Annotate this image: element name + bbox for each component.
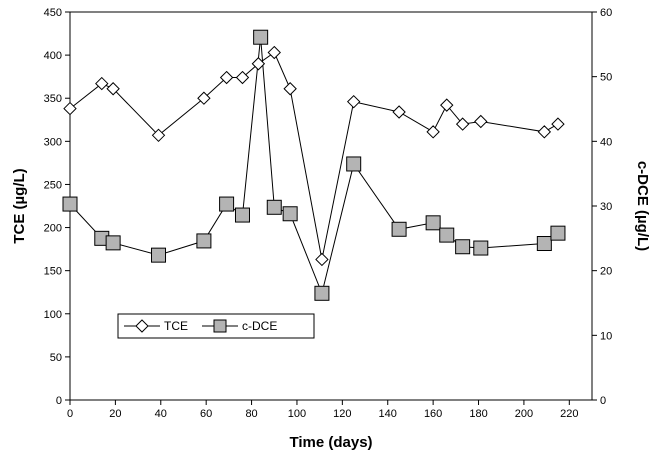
y-left-tick-label: 350 [44, 93, 62, 105]
legend-tce-marker [135, 319, 149, 333]
data-point-cdce [62, 196, 78, 212]
data-point-cdce [346, 156, 362, 172]
y-right-tick-label: 0 [600, 395, 606, 407]
data-point-cdce [425, 215, 441, 231]
data-point-tce [95, 76, 109, 91]
x-tick-label: 0 [67, 408, 73, 420]
data-point-tce [537, 125, 552, 139]
legend-cdce-marker [213, 319, 227, 333]
legend-tce-label: TCE [164, 319, 188, 333]
data-point-tce [474, 114, 488, 129]
y-left-tick-label: 0 [56, 395, 62, 407]
data-point-cdce [455, 239, 471, 255]
y-left-tick-label: 250 [44, 179, 62, 191]
data-point-cdce [473, 240, 489, 256]
data-point-cdce [314, 285, 330, 301]
y-left-tick-label: 300 [44, 136, 62, 148]
x-tick-label: 140 [379, 408, 397, 420]
x-tick-label: 180 [469, 408, 487, 420]
y-left-tick-label: 150 [44, 266, 62, 278]
data-point-tce [315, 252, 329, 267]
data-point-tce [551, 117, 565, 131]
data-point-tce [235, 70, 250, 85]
data-point-tce [63, 101, 77, 116]
data-point-cdce [391, 221, 407, 237]
data-point-tce [455, 117, 470, 131]
x-tick-label: 200 [515, 408, 533, 420]
x-tick-label: 120 [333, 408, 351, 420]
data-point-tce [346, 94, 361, 109]
series-line-tce [69, 51, 559, 260]
data-point-tce [151, 128, 166, 143]
data-point-cdce [219, 196, 235, 212]
y-right-tick-label: 20 [600, 266, 612, 278]
y-axis-right: 0 10 20 30 40 50 60 [592, 7, 612, 407]
plot-area [69, 11, 593, 401]
x-tick-label: 60 [200, 408, 212, 420]
y-right-tick-label: 10 [600, 330, 612, 342]
data-point-tce [267, 45, 281, 60]
data-point-tce [426, 125, 440, 139]
y-axis-left-title: TCE (µg/L) [11, 168, 28, 243]
x-tick-label: 20 [109, 408, 121, 420]
data-point-tce [251, 57, 266, 71]
x-axis: 0 20 40 60 80 100 120 140 160 180 200 220 [67, 400, 578, 420]
y-left-tick-label: 50 [50, 352, 62, 364]
y-axis-right-title: c-DCE (µg/L) [634, 161, 651, 251]
data-point-tce [197, 91, 211, 105]
data-point-cdce [536, 236, 552, 252]
data-point-cdce [266, 199, 282, 215]
data-point-cdce [282, 206, 298, 222]
y-right-tick-label: 60 [600, 7, 612, 19]
data-point-cdce [196, 233, 212, 249]
y-right-tick-label: 40 [600, 136, 612, 148]
y-axis-left: 0 50 100 150 200 250 300 350 400 450 [44, 7, 70, 407]
legend-cdce-label: c-DCE [242, 319, 277, 333]
x-tick-label: 80 [245, 408, 257, 420]
y-left-tick-label: 400 [44, 50, 62, 62]
data-point-cdce [550, 225, 566, 241]
y-left-tick-label: 450 [44, 7, 62, 19]
data-point-cdce [105, 235, 121, 251]
x-tick-label: 40 [155, 408, 167, 420]
data-point-tce [283, 82, 297, 96]
data-point-cdce [439, 227, 455, 243]
y-left-tick-label: 100 [44, 309, 62, 321]
data-point-cdce [234, 207, 250, 223]
data-point-cdce [253, 29, 269, 45]
y-right-tick-label: 30 [600, 201, 612, 213]
x-tick-label: 100 [288, 408, 306, 420]
x-tick-label: 220 [560, 408, 578, 420]
data-point-tce [392, 105, 406, 119]
legend: TCE c-DCE [117, 313, 315, 339]
y-right-tick-label: 50 [600, 72, 612, 84]
data-point-cdce [151, 247, 167, 263]
data-point-tce [440, 98, 454, 112]
series-markers [62, 29, 566, 301]
y-left-tick-label: 200 [44, 223, 62, 235]
x-axis-title: Time (days) [289, 434, 372, 451]
data-point-tce [219, 70, 234, 85]
x-tick-label: 160 [424, 408, 442, 420]
data-point-tce [106, 82, 120, 96]
